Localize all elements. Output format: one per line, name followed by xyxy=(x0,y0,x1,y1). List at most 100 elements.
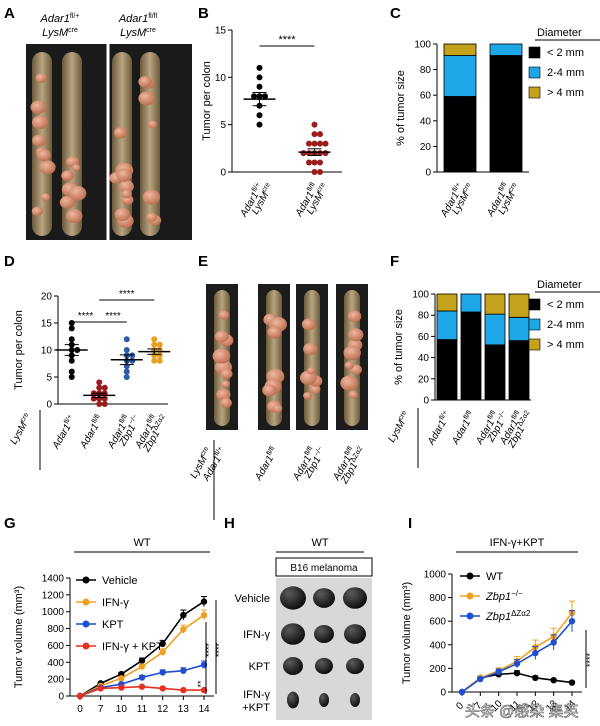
colon-e-1-tumor xyxy=(214,330,229,343)
colon-e-1-tumor xyxy=(218,310,230,320)
chart-f-category-label-gene: Adar1 xyxy=(425,418,448,447)
chart-f-legend-label-1: < 2 mm xyxy=(547,299,584,311)
chart-i-point xyxy=(550,639,557,646)
chart-i-y-tick-label: 400 xyxy=(429,640,446,651)
chart-i-title: IFN-γ+KPT xyxy=(490,537,545,549)
chart-i: 0 200 400 600 800 1000 Tumor volume (mm³) IFN-γ… xyxy=(401,537,595,714)
colon-a-2-tumor xyxy=(71,164,81,172)
panel-g: G 0 200 400 600 800 1000 1200 1400 Tumor volume … xyxy=(4,515,224,715)
panel-letter-d: D xyxy=(4,253,15,270)
chart-g-point xyxy=(159,648,166,656)
h-row-label-combo-1: IFN-γ xyxy=(243,689,270,701)
chart-b-point xyxy=(256,112,263,119)
colon-a-2-tumor xyxy=(61,170,74,181)
chart-g-x-tick-label: 13 xyxy=(178,704,190,715)
colon-a-1-tumor xyxy=(30,100,47,114)
chart-f-legend-label-3: > 4 mm xyxy=(547,339,584,351)
chart-g-y-tick-label: 1000 xyxy=(42,607,65,618)
colon-e-4-tumor xyxy=(347,310,362,322)
chart-i-legend-label-2: Zbp1−/− xyxy=(485,589,523,603)
chart-d-y-label: Tumor per colon xyxy=(13,310,25,390)
chart-f-bar-1 xyxy=(508,340,530,401)
chart-g-point xyxy=(159,669,166,676)
chart-i-legend-label-3: Zbp1ΔZα2 xyxy=(485,609,531,623)
chart-c-legend-title: Diameter xyxy=(537,27,582,39)
colon-a-4-tumor xyxy=(142,189,161,205)
chart-d-y-tick-label: 15 xyxy=(41,319,53,330)
colon-a-1-tumor xyxy=(31,206,43,216)
colon-a-1 xyxy=(30,52,56,236)
panel-letter-h: H xyxy=(224,515,235,532)
colon-a-4-tumor xyxy=(138,91,155,106)
colon-photo-a xyxy=(26,44,192,240)
chart-g-legend-dot-3 xyxy=(82,620,90,628)
chart-f-bar-3 xyxy=(484,293,506,315)
chart-f-category-label-sup: fl/fl xyxy=(487,409,498,421)
chart-i-legend-sup-2: −/− xyxy=(511,589,523,598)
colon-a-4-tumor xyxy=(146,212,158,222)
chart-g-x-tick-label: 7 xyxy=(98,704,104,715)
chart-f-bar-3 xyxy=(436,293,458,312)
chart-b-point xyxy=(317,169,323,175)
chart-b-y-tick-label: 10 xyxy=(215,73,227,84)
chart-i-legend-label-1: WT xyxy=(486,571,503,583)
colon-a-2-tumor xyxy=(65,209,83,224)
chart-f-legend-swatch-3 xyxy=(528,338,541,351)
h-tumor-r2-c1 xyxy=(281,623,305,645)
genotype-right-gene: Adar1 xyxy=(118,13,148,25)
chart-c-category-label-sup: fl/+ xyxy=(451,182,462,194)
chart-g-y-tick-label: 200 xyxy=(47,675,64,686)
chart-d-category-label-gene: Adar1 xyxy=(50,422,73,451)
chart-g-legend-label-1: Vehicle xyxy=(102,575,137,587)
chart-g-point xyxy=(180,667,187,674)
chart-f-y-tick-label: 20 xyxy=(418,374,430,385)
colon-e-2-tumor xyxy=(272,404,283,413)
genotype-right-line1: Adar1fl/fl xyxy=(118,13,158,25)
chart-d-point xyxy=(90,395,97,402)
chart-c-category-label-sup: fl/fl xyxy=(498,181,509,193)
colon-e-4-tumor xyxy=(348,328,364,342)
chart-g-point xyxy=(138,683,146,690)
chart-i-significance: **** xyxy=(585,653,595,668)
chart-i-point xyxy=(532,674,539,682)
h-row-label-kpt: KPT xyxy=(249,661,271,673)
chart-f-bar-3 xyxy=(508,293,530,318)
h-tumor-r3-c2 xyxy=(315,657,333,675)
colon-e-4-tumor xyxy=(344,361,355,370)
chart-g-y-tick-label: 1200 xyxy=(42,590,65,601)
chart-f-bar-2 xyxy=(484,313,506,346)
colon-photo-e-labels: LysMcreAdar1fl/+Adar1fl/flAdar1fl/flZbp1… xyxy=(188,440,364,520)
genotype-right-lysm: LysM xyxy=(120,27,147,39)
colon-a-3-tumor xyxy=(114,208,131,222)
chart-g-x-tick-label: 0 xyxy=(77,704,83,715)
colon-a-1-tumor xyxy=(40,193,50,202)
h-tumor-r3-c1 xyxy=(283,657,303,675)
panel-letter-g: G xyxy=(4,515,16,532)
chart-i-y-label: Tumor volume (mm³) xyxy=(401,582,413,684)
colon-e-1-tumor xyxy=(212,348,231,364)
chart-d-lysm-text: LysM xyxy=(8,420,30,447)
chart-g-point xyxy=(180,611,187,619)
chart-g-point xyxy=(180,626,187,633)
chart-d-point xyxy=(101,401,108,407)
e-genotype-4-sup: fl/fl xyxy=(344,445,355,457)
chart-g-point xyxy=(76,692,84,700)
chart-b-point xyxy=(311,121,318,128)
chart-i-point xyxy=(532,649,539,657)
chart-i-y-tick-label: 800 xyxy=(429,593,446,604)
chart-b-point xyxy=(317,140,323,147)
h-wt-title: WT xyxy=(311,537,328,549)
genotype-left-sup: fl/+ xyxy=(70,13,80,20)
chart-c-legend-label-2: 2-4 mm xyxy=(547,67,584,79)
colon-a-4-tumor xyxy=(138,76,152,88)
chart-d-point xyxy=(101,384,108,391)
chart-g-x-tick-label: 11 xyxy=(137,704,148,715)
chart-b-point xyxy=(256,74,263,81)
chart-b-point xyxy=(262,93,268,100)
h-tumor-r3-c3 xyxy=(346,657,364,675)
h-model-box xyxy=(275,557,373,577)
chart-b-point xyxy=(317,131,323,138)
